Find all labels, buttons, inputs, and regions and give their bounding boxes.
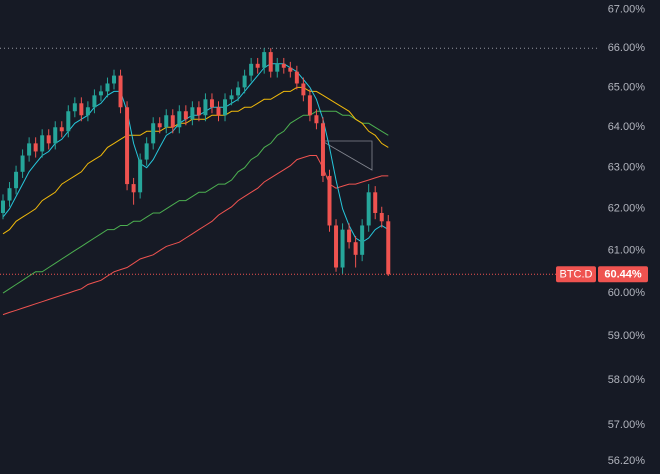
candle-body bbox=[314, 115, 319, 124]
candle-body bbox=[281, 63, 286, 68]
candle-body bbox=[255, 63, 260, 68]
y-tick-label: 60.00% bbox=[608, 287, 646, 299]
candle-body bbox=[14, 171, 19, 189]
price-label: 60.44% bbox=[604, 269, 642, 281]
price-tag: BTC.D 60.44% bbox=[556, 266, 648, 283]
candle-body bbox=[59, 127, 64, 132]
candle-body bbox=[294, 71, 299, 84]
y-tick-label: 58.00% bbox=[608, 374, 646, 386]
symbol-label: BTC.D bbox=[560, 269, 593, 281]
candle-body bbox=[347, 229, 352, 243]
drawing-shape bbox=[320, 140, 373, 171]
moving-average bbox=[2, 86, 389, 235]
moving-average bbox=[2, 110, 389, 294]
candle-body bbox=[216, 107, 221, 116]
y-tick-label: 66.00% bbox=[608, 42, 646, 54]
y-tick-label: 62.00% bbox=[608, 203, 646, 215]
candle-body bbox=[46, 135, 51, 144]
candle-body bbox=[170, 115, 175, 128]
candle-body bbox=[72, 103, 77, 112]
candle-body bbox=[203, 99, 208, 116]
y-tick-label: 65.00% bbox=[608, 81, 646, 93]
candle-body bbox=[131, 184, 136, 193]
candle-body bbox=[209, 99, 214, 108]
candle-body bbox=[268, 52, 273, 72]
candle-body bbox=[138, 159, 143, 193]
candle-body bbox=[334, 225, 339, 268]
symbol-box bbox=[556, 266, 596, 283]
candle-body bbox=[151, 123, 156, 144]
candle-body bbox=[98, 91, 103, 96]
y-tick-label: 56.20% bbox=[608, 455, 646, 467]
candle-body bbox=[190, 107, 195, 120]
candle-body bbox=[66, 111, 71, 132]
candle-body bbox=[79, 103, 84, 116]
y-tick-label: 61.00% bbox=[608, 245, 646, 257]
candle-body bbox=[164, 115, 169, 128]
candle-body bbox=[229, 95, 234, 100]
candle-body bbox=[307, 95, 312, 116]
candle-body bbox=[262, 52, 267, 68]
candle-body bbox=[105, 83, 110, 92]
candle-body bbox=[177, 111, 182, 128]
candle-body bbox=[118, 75, 123, 108]
candle-body bbox=[366, 192, 371, 226]
y-tick-label: 63.00% bbox=[608, 162, 646, 174]
candle-body bbox=[27, 143, 32, 156]
candle-body bbox=[242, 75, 247, 88]
candle-body bbox=[288, 67, 293, 72]
candle-body bbox=[92, 95, 97, 108]
price-box bbox=[598, 266, 648, 283]
y-tick-label: 67.00% bbox=[608, 3, 646, 15]
candle-body bbox=[40, 135, 45, 152]
y-tick-label: 57.00% bbox=[608, 419, 646, 431]
candle-body bbox=[1, 200, 5, 213]
candle-body bbox=[183, 111, 188, 120]
candle-body bbox=[112, 75, 117, 84]
candle-body bbox=[33, 143, 38, 152]
candle-body bbox=[53, 127, 58, 144]
candle-body bbox=[20, 155, 25, 172]
candle-body bbox=[353, 242, 358, 255]
candle-body bbox=[340, 229, 345, 268]
candle-body bbox=[223, 99, 228, 116]
candle-body bbox=[320, 123, 325, 176]
candle-body bbox=[386, 221, 391, 275]
candle-body bbox=[125, 107, 130, 185]
candle-body bbox=[196, 107, 201, 116]
candle-body bbox=[7, 188, 12, 201]
candle-body bbox=[85, 107, 90, 116]
candle-body bbox=[157, 123, 162, 128]
candle-body bbox=[327, 175, 332, 226]
candle-body bbox=[379, 212, 384, 222]
candle-body bbox=[360, 225, 365, 255]
candle-body bbox=[373, 192, 378, 213]
candle-body bbox=[144, 143, 149, 160]
candle-body bbox=[275, 63, 280, 72]
y-tick-label: 64.00% bbox=[608, 121, 646, 133]
candle-body bbox=[249, 63, 254, 76]
y-tick-label: 59.00% bbox=[608, 330, 646, 342]
candle-body bbox=[236, 87, 241, 96]
candle-body bbox=[301, 83, 306, 96]
